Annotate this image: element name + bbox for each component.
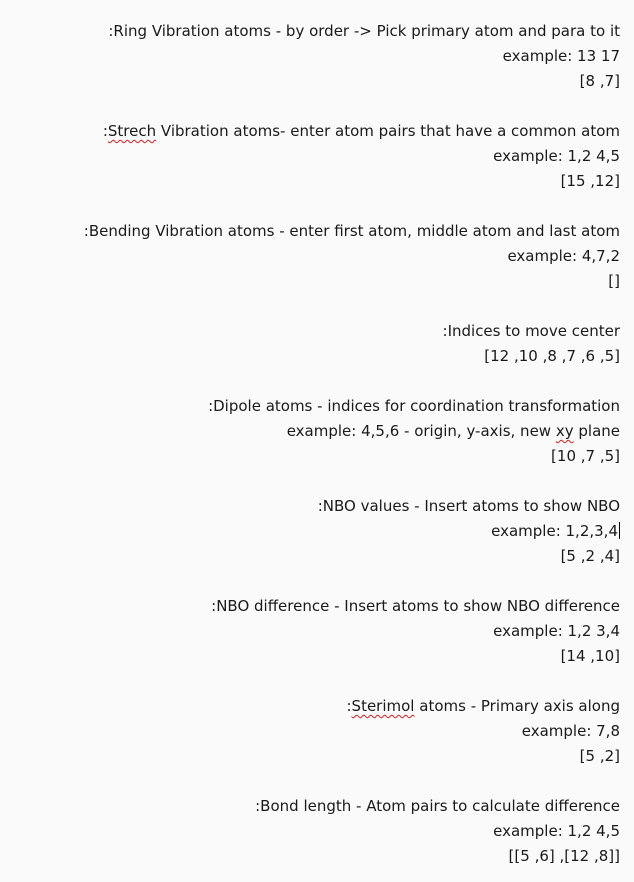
- ring-vibration-value: [8 ,7]: [579, 72, 620, 90]
- move-center-title: :Indices to move center: [442, 322, 620, 340]
- nbo-difference-value: [14 ,10]: [560, 647, 620, 665]
- stretch-vibration-example: example: 1,2 4,5: [493, 147, 620, 165]
- sterimol-atoms-value: [5 ,2]: [579, 747, 620, 765]
- spellcheck-word: xy: [555, 422, 574, 440]
- move-center-value: [12 ,10 ,8 ,7 ,6 ,5]: [484, 347, 620, 365]
- bond-length-title: :Bond length - Atom pairs to calculate d…: [255, 797, 620, 815]
- dipole-atoms-example: example: 4,5,6 - origin, y-axis, new xy …: [286, 422, 620, 440]
- ring-vibration-title: :Ring Vibration atoms - by order -> Pick…: [108, 22, 620, 40]
- dipole-atoms-title: :Dipole atoms - indices for coordination…: [208, 397, 620, 415]
- dipole-atoms-value: [10 ,7 ,5]: [551, 447, 620, 465]
- bending-vibration-value: []: [608, 272, 620, 290]
- text-caret: [619, 522, 620, 539]
- ring-vibration-example: example: 13 17: [502, 47, 620, 65]
- bond-length-value: [[5 ,6] ,[12 ,8]]: [508, 847, 620, 865]
- sterimol-atoms-example: example: 7,8: [521, 722, 620, 740]
- nbo-values-title: :NBO values - Insert atoms to show NBO: [317, 497, 620, 515]
- stretch-vibration-title: :Strech Vibration atoms- enter atom pair…: [102, 122, 620, 140]
- bending-vibration-example: example: 4,7,2: [507, 247, 620, 265]
- nbo-values-value: [5 ,2 ,4]: [560, 547, 620, 565]
- spellcheck-word: Sterimol: [351, 697, 415, 715]
- bending-vibration-title: :Bending Vibration atoms - enter first a…: [83, 222, 620, 240]
- nbo-values-example: example: 1,2,3,4: [491, 522, 620, 540]
- spellcheck-word: Strech: [107, 122, 157, 140]
- nbo-difference-example: example: 1,2 3,4: [493, 622, 620, 640]
- stretch-vibration-value: [15 ,12]: [560, 172, 620, 190]
- sterimol-atoms-title: :Sterimol atoms - Primary axis along: [346, 697, 620, 715]
- nbo-difference-title: :NBO difference - Insert atoms to show N…: [211, 597, 620, 615]
- bond-length-example: example: 1,2 4,5: [493, 822, 620, 840]
